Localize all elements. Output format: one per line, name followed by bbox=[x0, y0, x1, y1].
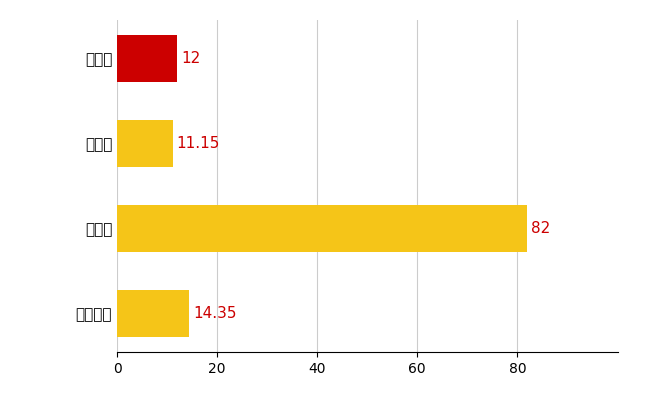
Text: 82: 82 bbox=[532, 221, 551, 236]
Bar bbox=[117, 205, 527, 252]
Bar bbox=[117, 120, 173, 167]
Text: 11.15: 11.15 bbox=[177, 136, 220, 151]
Bar bbox=[117, 35, 177, 82]
Text: 12: 12 bbox=[181, 51, 200, 66]
Bar bbox=[117, 290, 188, 337]
Text: 14.35: 14.35 bbox=[193, 306, 237, 321]
